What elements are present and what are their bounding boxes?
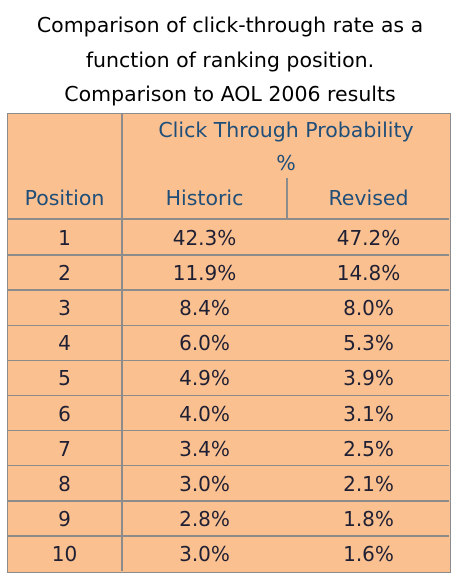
cell-position: 10: [51, 541, 78, 566]
click-through-table: Click Through Probability % Position His…: [7, 113, 451, 573]
cell-revised: 3.9%: [343, 366, 394, 391]
cell-historic: 3.0%: [179, 471, 230, 496]
cell-revised: 8.0%: [343, 296, 394, 321]
group-header: Click Through Probability %: [123, 114, 449, 180]
cell-historic: 4.9%: [179, 366, 230, 391]
title-line-2: function of ranking position.: [85, 47, 375, 72]
row-divider: [8, 359, 449, 362]
group-header-line-2: %: [276, 151, 296, 175]
column-divider-historic-revised: [286, 178, 288, 218]
row-divider: [8, 535, 449, 537]
cell-revised: 1.6%: [343, 541, 394, 566]
column-header-revised: Revised: [328, 186, 409, 210]
cell-historic: 2.8%: [179, 506, 230, 531]
cell-revised: 2.1%: [343, 471, 394, 496]
cell-historic: 8.4%: [179, 296, 230, 321]
cell-historic: 3.0%: [179, 541, 230, 566]
cell-position: 2: [58, 261, 71, 286]
cell-position: 8: [58, 471, 71, 496]
cell-historic: 4.0%: [179, 401, 230, 426]
cell-position: 4: [58, 331, 71, 356]
cell-historic: 3.4%: [179, 436, 230, 461]
header-divider: [8, 218, 449, 220]
row-divider: [8, 289, 449, 291]
column-header-position: Position: [24, 186, 105, 210]
chart-title: Comparison of click-through rate as a fu…: [0, 8, 460, 112]
title-line-3: Comparison to AOL 2006 results: [64, 82, 396, 106]
column-divider-position: [121, 114, 123, 571]
cell-position: 5: [58, 366, 71, 391]
cell-revised: 47.2%: [336, 226, 401, 250]
cell-historic: 42.3%: [172, 226, 237, 250]
title-line-1: Comparison of click-through rate as a: [36, 13, 424, 37]
row-divider: [8, 500, 449, 502]
cell-position: 7: [58, 436, 71, 461]
cell-position: 9: [58, 506, 71, 531]
cell-position: 1: [58, 226, 71, 250]
cell-revised: 3.1%: [343, 401, 394, 426]
cell-position: 6: [58, 401, 71, 426]
column-header-historic: Historic: [165, 186, 244, 210]
cell-revised: 14.8%: [336, 261, 401, 286]
group-header-line-1: Click Through Probability: [158, 118, 414, 142]
row-divider: [8, 429, 449, 432]
cell-revised: 5.3%: [343, 331, 394, 356]
cell-revised: 2.5%: [343, 436, 394, 461]
row-divider: [8, 394, 449, 397]
cell-revised: 1.8%: [343, 506, 394, 531]
row-divider: [8, 464, 449, 467]
cell-position: 3: [58, 296, 71, 321]
cell-historic: 11.9%: [172, 261, 237, 286]
row-divider: [8, 324, 449, 326]
row-divider: [8, 254, 449, 256]
cell-historic: 6.0%: [179, 331, 230, 356]
